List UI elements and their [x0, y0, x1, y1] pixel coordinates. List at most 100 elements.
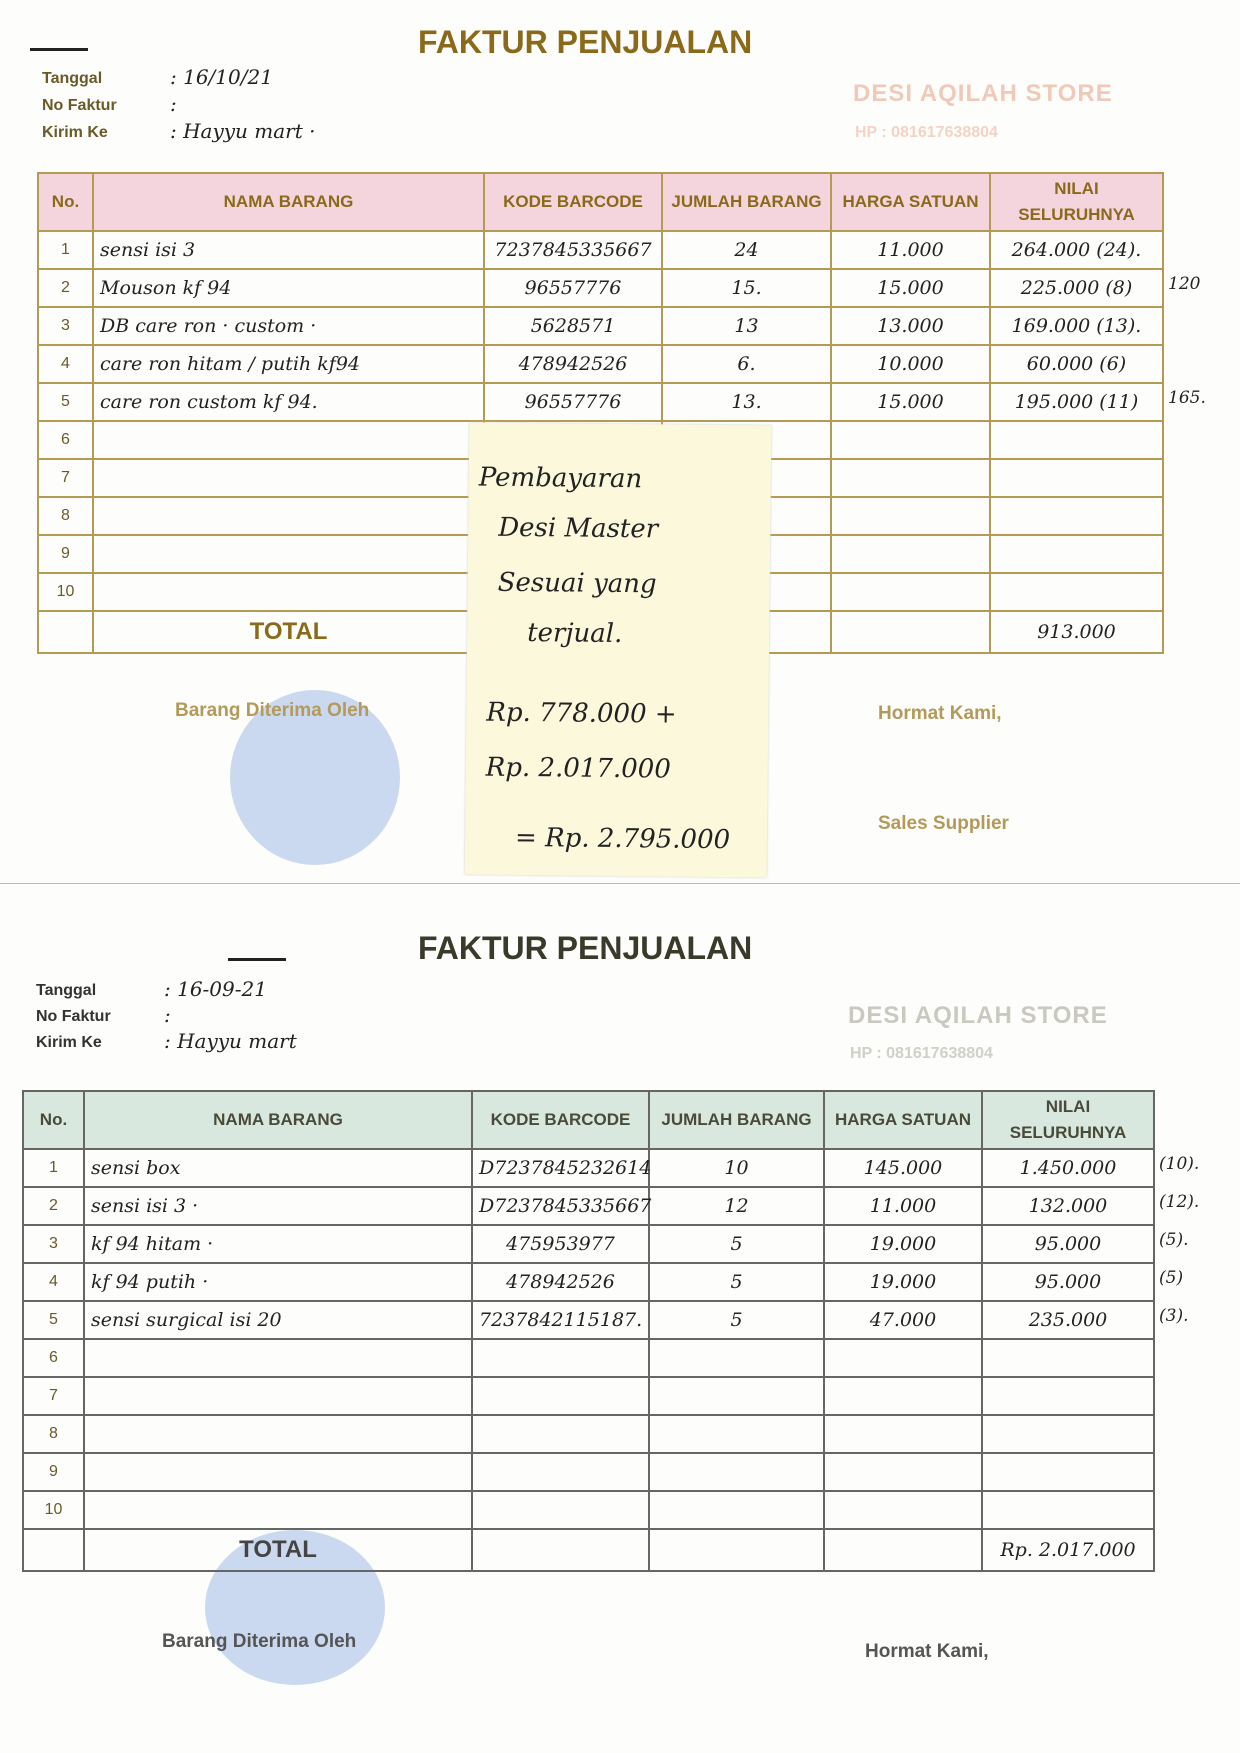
note-line: Sesuai yang — [497, 567, 657, 600]
cell: 9 — [22, 1452, 85, 1492]
cell — [92, 534, 485, 574]
cell: 15. — [661, 268, 832, 308]
signature-label: Hormat Kami, — [865, 1641, 989, 1662]
field-value: : — [170, 92, 177, 116]
total-value: Rp. 2.017.000 — [981, 1528, 1155, 1572]
item-row: 1 sensi box D7237845232614 10 145.000 1.450.0… — [22, 1148, 1199, 1188]
header-row: No. NAMA BARANG KODE BARCODE JUMLAH BARANG H… — [22, 1090, 1155, 1150]
item-row: 6 — [22, 1338, 1155, 1378]
margin-note: (5). — [1159, 1230, 1189, 1250]
cell: care ron hitam / putih kf94 — [92, 344, 485, 384]
total: TOTAL Rp. 2.017.000 — [22, 1528, 1155, 1572]
margin-note: (10). — [1159, 1154, 1200, 1174]
margin-note: 165. — [1168, 388, 1206, 408]
cell: 478942526 — [483, 344, 663, 384]
cell — [648, 1376, 825, 1416]
cell: 19.000 — [823, 1262, 983, 1302]
cell — [823, 1414, 983, 1454]
cell: 1.450.000 (10). — [981, 1148, 1199, 1188]
cell — [981, 1338, 1155, 1378]
header-cell: NILAI SELURUHNYA — [981, 1090, 1155, 1150]
cell — [37, 610, 94, 654]
cell — [648, 1338, 825, 1378]
cell: 13.000 — [830, 306, 991, 346]
cell: 145.000 — [823, 1148, 983, 1188]
field-label: No Faktur — [36, 1008, 111, 1025]
cell: 13 — [661, 306, 832, 346]
signature-label: Hormat Kami, — [878, 703, 1002, 724]
cell: D7237845232614 — [471, 1148, 651, 1188]
item-row: 4 care ron hitam / putih kf94 478942526 6. 1… — [37, 344, 1164, 384]
cell — [471, 1490, 650, 1530]
cell: 10 — [22, 1490, 85, 1530]
cell — [830, 420, 991, 460]
item-row: 5 care ron custom kf 94. 96557776 13. 15.000… — [37, 382, 1206, 422]
cell: 7237845335667 — [483, 230, 663, 270]
field-value: : 16-09-21 — [164, 977, 267, 1001]
cell: 5 — [22, 1300, 85, 1340]
cell: 475953977 — [471, 1224, 650, 1264]
cell: sensi isi 3 — [92, 230, 485, 270]
field-label: Kirim Ke — [36, 1034, 102, 1051]
cell: 5 — [37, 382, 94, 422]
cell — [471, 1338, 650, 1378]
cell — [823, 1490, 983, 1530]
header-cell: NILAI SELURUHNYA — [989, 172, 1164, 232]
header-cell: No. — [22, 1090, 85, 1150]
margin-note: (12). — [1159, 1192, 1200, 1212]
note-line: terjual. — [527, 618, 623, 650]
title: FAKTUR PENJUALAN — [418, 930, 753, 966]
cell: care ron custom kf 94. — [92, 382, 485, 422]
sticky-note: Pembayaran Desi Master Sesuai yang terjual.… — [464, 422, 772, 878]
margin-note: 120 — [1168, 274, 1201, 294]
cell: 10.000 — [830, 344, 991, 384]
cell — [471, 1528, 650, 1572]
field-value: : Hayyu mart — [164, 1029, 297, 1053]
cell — [648, 1414, 825, 1454]
cell — [83, 1452, 473, 1492]
cell — [981, 1414, 1155, 1454]
item-row: 3 kf 94 hitam · 475953977 5 19.000 95.000 (5). — [22, 1224, 1188, 1264]
cell: 9 — [37, 534, 94, 574]
cell: 478942526 — [471, 1262, 650, 1302]
item-row: 9 — [22, 1452, 1155, 1492]
cell: sensi isi 3 · — [83, 1186, 473, 1226]
cell — [648, 1490, 825, 1530]
field-label: Tanggal — [42, 70, 103, 87]
header-cell: HARGA SATUAN — [830, 172, 991, 232]
cell: 24 — [661, 230, 832, 270]
cell — [989, 458, 1164, 498]
field-label: No Faktur — [42, 97, 117, 114]
cell: 10 — [648, 1148, 825, 1188]
invoice-table: No. NAMA BARANG KODE BARCODE JUMLAH BARANG H… — [37, 172, 1206, 654]
cell — [989, 572, 1164, 612]
note-line: Pembayaran — [478, 462, 643, 495]
cell: 12 — [648, 1186, 825, 1226]
cell: 2 — [22, 1186, 85, 1226]
cell — [823, 1338, 983, 1378]
cell — [648, 1452, 825, 1492]
header-cell: No. — [37, 172, 94, 232]
cell: kf 94 hitam · — [83, 1224, 473, 1264]
store-phone: HP : 081617638804 — [850, 1045, 993, 1062]
cell — [830, 610, 991, 654]
signature-label: Barang Diterima Oleh — [162, 1631, 357, 1652]
header-row: No. NAMA BARANG KODE BARCODE JUMLAH BARANG H… — [37, 172, 1164, 232]
cell: 95.000 (5). — [981, 1224, 1188, 1264]
field-label: Tanggal — [36, 982, 97, 999]
note-line: Rp. 2.017.000 — [485, 752, 671, 785]
cell: 195.000 (11) 165. — [989, 382, 1206, 422]
invoice-table: No. NAMA BARANG KODE BARCODE JUMLAH BARANG H… — [22, 1090, 1199, 1572]
item-row: 4 kf 94 putih · 478942526 5 19.000 95.000 (5) — [22, 1262, 1183, 1302]
cell — [823, 1528, 983, 1572]
cell: 95.000 (5) — [981, 1262, 1183, 1302]
cell: 264.000 (24). — [989, 230, 1164, 270]
cell: 169.000 (13). — [989, 306, 1164, 346]
cell — [981, 1490, 1155, 1530]
cell: 7237842115187. — [471, 1300, 650, 1340]
item-row: 10 — [22, 1490, 1155, 1530]
cell: 19.000 — [823, 1224, 983, 1264]
item-row: 7 — [22, 1376, 1155, 1416]
cell: 132.000 (12). — [981, 1186, 1199, 1226]
cell — [989, 496, 1164, 536]
